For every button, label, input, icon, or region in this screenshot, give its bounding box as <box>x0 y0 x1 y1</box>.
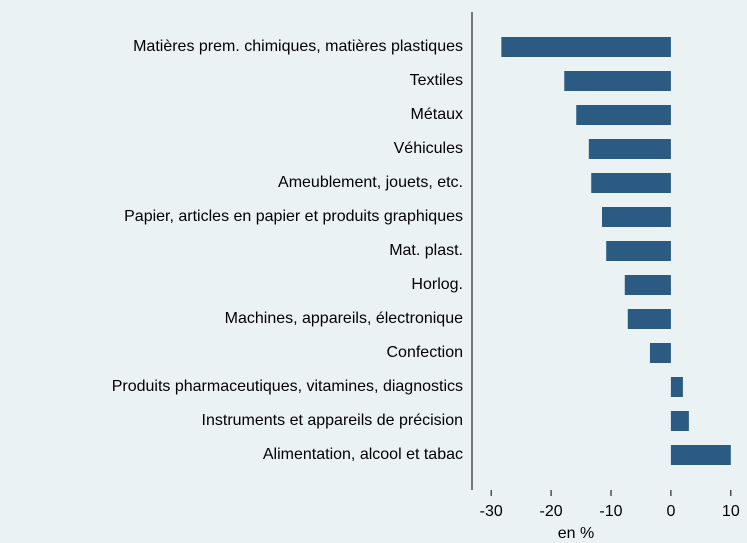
bar <box>649 343 671 363</box>
x-tick-label: 10 <box>722 503 740 520</box>
y-tick-label: Matières prem. chimiques, matières plast… <box>133 38 463 55</box>
bar <box>501 37 671 57</box>
bar <box>564 71 671 91</box>
x-axis-label: en % <box>558 525 594 542</box>
y-tick-label: Confection <box>387 344 464 361</box>
y-tick-label: Produits pharmaceutiques, vitamines, dia… <box>112 378 463 395</box>
x-tick-label: -10 <box>599 503 622 520</box>
y-tick-label: Ameublement, jouets, etc. <box>278 174 463 191</box>
y-tick-label: Horlog. <box>411 276 463 293</box>
x-tick-label: -20 <box>540 503 563 520</box>
y-tick-label: Alimentation, alcool et tabac <box>263 446 463 463</box>
bar <box>576 105 671 125</box>
bar <box>606 241 671 261</box>
x-tick-label: 0 <box>666 503 675 520</box>
bar <box>670 377 683 397</box>
y-tick-label: Métaux <box>411 106 463 123</box>
bar <box>591 173 671 193</box>
y-tick-label: Instruments et appareils de précision <box>202 412 463 429</box>
bar <box>670 411 689 431</box>
bar <box>588 139 671 159</box>
y-tick-label: Textiles <box>410 72 463 89</box>
bar <box>624 275 671 295</box>
bar <box>602 207 671 227</box>
bar <box>670 445 731 465</box>
y-tick-label: Mat. plast. <box>389 242 463 259</box>
y-tick-label: Véhicules <box>394 140 463 157</box>
bar <box>627 309 671 329</box>
x-tick-label: -30 <box>480 503 503 520</box>
y-tick-label: Machines, appareils, électronique <box>225 310 463 327</box>
y-tick-label: Papier, articles en papier et produits g… <box>124 208 463 225</box>
